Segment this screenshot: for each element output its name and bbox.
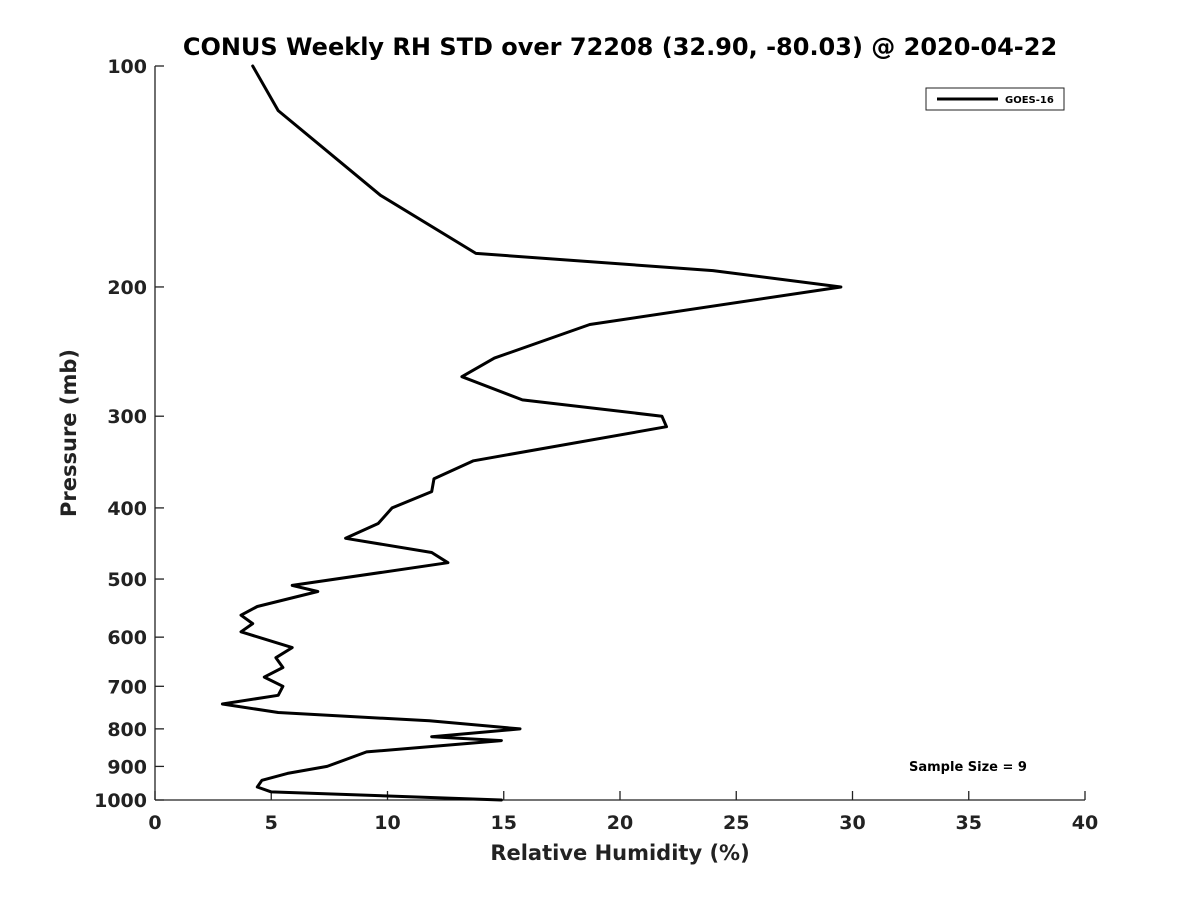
y-tick-label: 800 xyxy=(107,719,147,741)
x-axis-label: Relative Humidity (%) xyxy=(490,841,749,865)
axes xyxy=(154,66,1085,801)
y-tick-label: 1000 xyxy=(94,790,147,812)
y-tick-label: 300 xyxy=(107,406,147,428)
y-tick-label: 600 xyxy=(107,627,147,649)
x-tick-label: 20 xyxy=(607,812,633,834)
x-tick-label: 30 xyxy=(839,812,865,834)
y-axis-label: Pressure (mb) xyxy=(57,349,81,517)
y-tick-label: 400 xyxy=(107,498,147,520)
x-ticks: 0 5 10 15 20 25 30 35 40 xyxy=(148,791,1098,834)
sample-size-annotation: Sample Size = 9 xyxy=(909,760,1027,775)
legend-label-goes-16: GOES-16 xyxy=(1005,95,1054,106)
y-ticks: 100 200 300 400 500 600 700 800 900 1000 xyxy=(94,56,164,812)
x-tick-label: 0 xyxy=(148,812,161,834)
y-tick-label: 200 xyxy=(107,277,147,299)
series-layer xyxy=(220,64,843,802)
x-tick-label: 5 xyxy=(265,812,278,834)
y-tick-label: 700 xyxy=(107,676,147,698)
y-tick-label: 900 xyxy=(107,756,147,778)
y-tick-label: 500 xyxy=(107,569,147,591)
x-tick-label: 35 xyxy=(956,812,982,834)
x-tick-label: 10 xyxy=(374,812,400,834)
x-tick-label: 25 xyxy=(723,812,749,834)
chart-title: CONUS Weekly RH STD over 72208 (32.90, -… xyxy=(183,33,1057,61)
x-tick-label: 15 xyxy=(491,812,517,834)
y-tick-label: 100 xyxy=(107,56,147,78)
legend: GOES-16 xyxy=(925,87,1065,111)
series-line-goes-16 xyxy=(220,64,843,802)
x-tick-label: 40 xyxy=(1072,812,1098,834)
